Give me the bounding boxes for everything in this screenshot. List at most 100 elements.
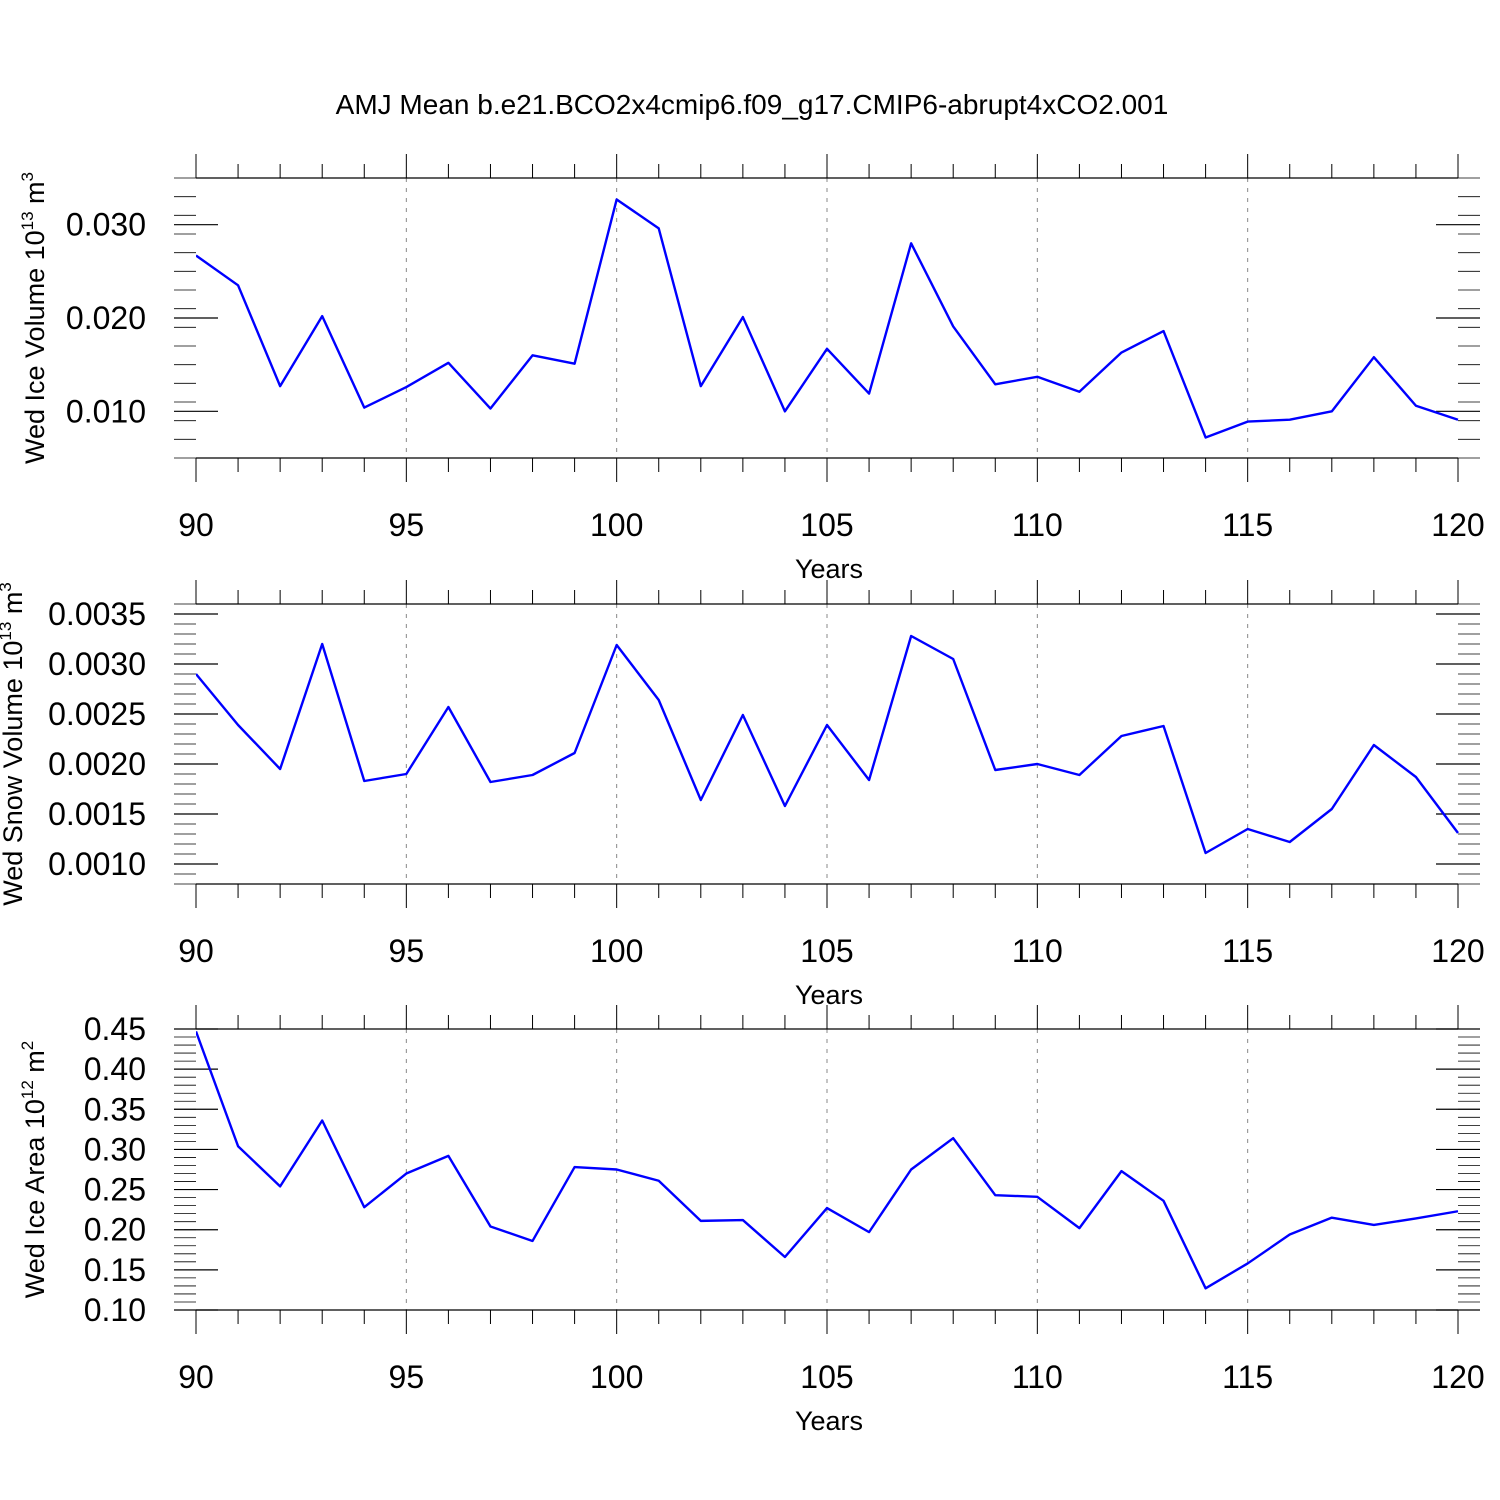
y-axis-label-main: Wed Snow Volume 10 — [0, 641, 28, 906]
data-point — [278, 384, 282, 388]
y-tick-label: 0.45 — [84, 1011, 146, 1047]
x-tick-label: 120 — [1431, 933, 1484, 969]
data-point — [867, 778, 871, 782]
y-tick-label: 0.020 — [66, 300, 146, 336]
y-tick-label: 0.0015 — [48, 796, 146, 832]
x-tick-label: 105 — [800, 933, 853, 969]
y-tick-label: 0.0020 — [48, 746, 146, 782]
y-tick-label: 0.0030 — [48, 646, 146, 682]
data-point — [825, 1206, 829, 1210]
y-axis-label-unit: m — [20, 1050, 50, 1080]
data-point — [615, 1168, 619, 1172]
data-point — [236, 723, 240, 727]
data-point — [1330, 807, 1334, 811]
y-tick-label: 0.15 — [84, 1252, 146, 1288]
data-point — [1035, 1195, 1039, 1199]
y-tick-label: 0.0025 — [48, 696, 146, 732]
chart-panel-2: 90 95 100 105 110 115 120 Years 0.0010 0.0015 0.00… — [0, 580, 1485, 1010]
data-point — [1288, 840, 1292, 844]
y-tick-label: 0.0010 — [48, 846, 146, 882]
y-tick-label: 0.25 — [84, 1172, 146, 1208]
y-tick-label: 0.0035 — [48, 596, 146, 632]
data-point — [1372, 1223, 1376, 1227]
data-point — [657, 1179, 661, 1183]
data-point — [488, 1225, 492, 1229]
y-axis-label-main: Wed Ice Volume 10 — [20, 230, 50, 464]
data-point — [1119, 351, 1123, 355]
data-point — [615, 197, 619, 201]
data-point — [1330, 1216, 1334, 1220]
data-point — [825, 723, 829, 727]
data-point — [1204, 435, 1208, 439]
x-tick-label: 100 — [590, 507, 643, 543]
x-tick-label: 95 — [389, 933, 425, 969]
data-point — [320, 642, 324, 646]
data-point — [1162, 1199, 1166, 1203]
data-point — [446, 705, 450, 709]
data-point — [488, 780, 492, 784]
data-point — [1246, 420, 1250, 424]
data-point — [531, 353, 535, 357]
y-tick-label: 0.40 — [84, 1051, 146, 1087]
data-point — [993, 768, 997, 772]
data-point — [1162, 329, 1166, 333]
y-axis-label-unit-exponent: 3 — [0, 582, 15, 591]
data-point — [909, 241, 913, 245]
y-axis-label: Wed Ice Area 1012 m2 — [18, 1041, 50, 1299]
data-point — [1077, 773, 1081, 777]
data-point — [531, 773, 535, 777]
data-point — [1372, 743, 1376, 747]
data-point — [1456, 1209, 1460, 1213]
x-tick-label: 95 — [389, 507, 425, 543]
data-point — [1246, 1261, 1250, 1265]
data-point — [404, 385, 408, 389]
data-point — [194, 253, 198, 257]
x-tick-label: 105 — [800, 507, 853, 543]
x-tick-label: 120 — [1431, 507, 1484, 543]
data-point — [909, 634, 913, 638]
x-tick-label: 105 — [800, 1359, 853, 1395]
data-point — [993, 382, 997, 386]
y-tick-label: 0.30 — [84, 1131, 146, 1167]
y-axis-label-exponent: 12 — [18, 1080, 37, 1099]
chart-panel-1: 90 95 100 105 110 115 120 Years 0.010 0.020 0.030 W… — [18, 154, 1485, 584]
x-tick-label: 90 — [178, 507, 214, 543]
data-point — [194, 1029, 198, 1033]
x-tick-label: 100 — [590, 1359, 643, 1395]
data-point — [1414, 1216, 1418, 1220]
chart-title: AMJ Mean b.e21.BCO2x4cmip6.f09_g17.CMIP6… — [336, 89, 1169, 120]
data-point — [867, 392, 871, 396]
y-axis-label-unit-exponent: 3 — [18, 172, 37, 181]
data-point — [236, 1144, 240, 1148]
data-point — [1162, 724, 1166, 728]
y-axis-label-exponent: 13 — [0, 622, 15, 641]
data-point — [867, 1230, 871, 1234]
data-point — [783, 804, 787, 808]
data-point — [531, 1239, 535, 1243]
data-point — [951, 657, 955, 661]
y-tick-label: 0.010 — [66, 393, 146, 429]
data-point — [1204, 851, 1208, 855]
y-axis-label: Wed Ice Volume 1013 m3 — [18, 172, 50, 464]
series-line — [196, 1030, 1459, 1290]
data-point — [783, 409, 787, 413]
data-point — [657, 226, 661, 230]
data-point — [825, 347, 829, 351]
data-point — [1372, 355, 1376, 359]
x-axis-label: Years — [795, 980, 863, 1010]
data-point — [1288, 1233, 1292, 1237]
data-point — [278, 767, 282, 771]
y-axis-label-unit: m — [20, 181, 50, 211]
x-tick-label: 90 — [178, 933, 214, 969]
x-tick-label: 110 — [1012, 933, 1063, 969]
y-tick-label: 0.10 — [84, 1292, 146, 1328]
chart-panel-3: 90 95 100 105 110 115 120 Years 0.10 0.15 0.20 0.25… — [18, 1005, 1485, 1436]
data-point — [236, 283, 240, 287]
data-point — [446, 361, 450, 365]
data-point — [1035, 762, 1039, 766]
data-point — [320, 1119, 324, 1123]
data-point — [488, 407, 492, 411]
data-point — [951, 324, 955, 328]
data-point — [615, 643, 619, 647]
